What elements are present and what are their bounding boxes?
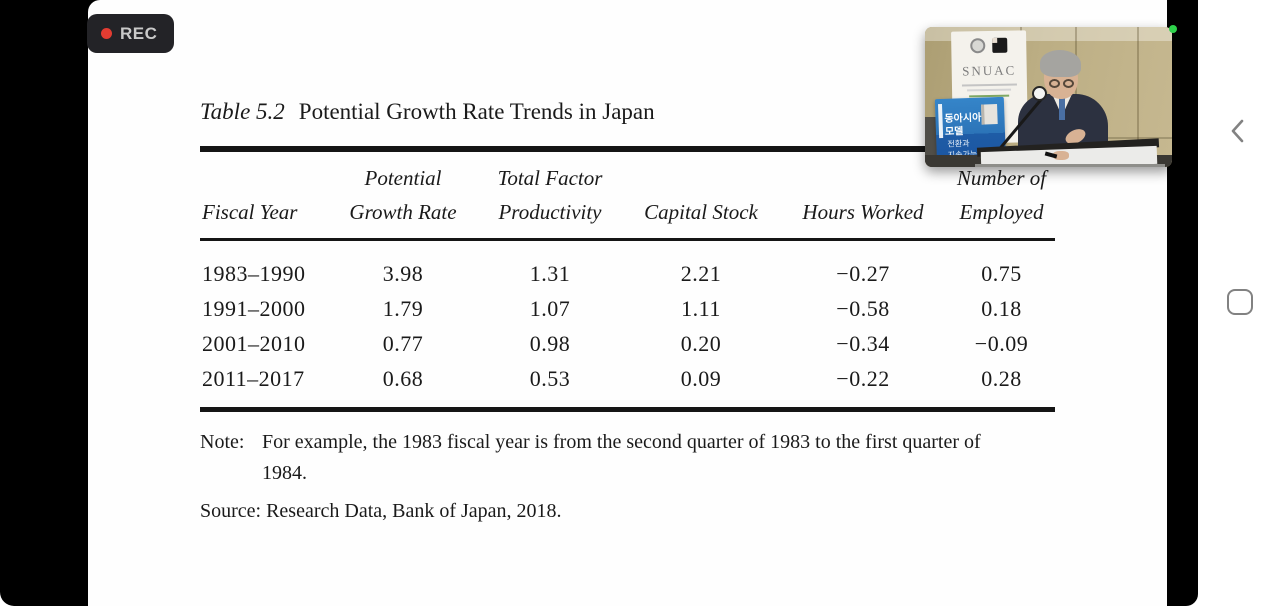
table-cell: 1.07 bbox=[529, 295, 571, 321]
table-cell: 2011–2017 bbox=[202, 365, 305, 391]
table-cell: −0.58 bbox=[836, 295, 890, 321]
table-bottom-rule bbox=[200, 407, 1055, 412]
table-cell: 1991–2000 bbox=[202, 295, 306, 321]
banner-title: SNUAC bbox=[962, 62, 1017, 79]
rec-label: REC bbox=[120, 23, 158, 43]
presenter-glasses bbox=[1063, 79, 1074, 88]
presenter-glasses bbox=[1049, 79, 1060, 88]
note-text-line2: 1984. bbox=[262, 462, 307, 484]
column-header: Growth Rate bbox=[349, 200, 457, 224]
book-subtitle-line: 전환과 bbox=[947, 139, 970, 149]
table-cell: 0.09 bbox=[680, 365, 722, 391]
wall-seam bbox=[1137, 27, 1139, 167]
presenter-video-pip[interactable]: SNUAC 동아시아 모델 전환과 지속가능성 bbox=[925, 27, 1172, 167]
recording-dot-icon bbox=[101, 28, 112, 39]
column-header: Productivity bbox=[498, 200, 602, 224]
table-cell: 0.28 bbox=[981, 365, 1022, 391]
column-header bbox=[200, 160, 330, 194]
table-cell: 3.98 bbox=[382, 260, 424, 286]
navigation-bar bbox=[1198, 0, 1280, 606]
wall-rail bbox=[1103, 137, 1172, 139]
table-cell: 1983–1990 bbox=[202, 260, 306, 286]
source-text: Source: Research Data, Bank of Japan, 20… bbox=[200, 500, 562, 522]
table-cell: −0.09 bbox=[974, 330, 1029, 356]
table-cell: 0.68 bbox=[382, 365, 424, 391]
camera-active-indicator bbox=[1169, 25, 1177, 33]
column-header: Employed bbox=[959, 200, 1044, 224]
table-cell: 0.18 bbox=[981, 295, 1022, 321]
home-button[interactable] bbox=[1227, 289, 1253, 315]
table-top-rule bbox=[200, 146, 1055, 152]
back-button[interactable] bbox=[1225, 118, 1251, 144]
university-seal-icon bbox=[970, 38, 986, 54]
column-header: Fiscal Year bbox=[202, 200, 298, 224]
presenter-hand bbox=[1053, 151, 1069, 160]
video-player-surface[interactable]: Table 5.2 Potential Growth Rate Trends in… bbox=[0, 0, 1198, 606]
podium-shadow bbox=[975, 164, 1165, 167]
table-cell: −0.27 bbox=[836, 260, 890, 286]
column-header bbox=[778, 160, 948, 194]
table-title-text: Potential Growth Rate Trends in Japan bbox=[298, 99, 655, 124]
banner-caption-line bbox=[961, 83, 1017, 87]
back-chevron-icon bbox=[1231, 119, 1244, 143]
column-header: Capital Stock bbox=[644, 200, 758, 224]
book-illustration bbox=[981, 104, 998, 125]
column-header: Number of bbox=[956, 166, 1047, 190]
presenter-hair bbox=[1040, 50, 1081, 77]
table-title: Table 5.2 Potential Growth Rate Trends in… bbox=[200, 99, 655, 125]
presenter-tie bbox=[1059, 96, 1065, 120]
column-header: Hours Worked bbox=[802, 200, 924, 224]
note-text-line1: For example, the 1983 fiscal year is fro… bbox=[262, 431, 981, 453]
table-cell: 0.77 bbox=[382, 330, 424, 356]
note-label: Note: bbox=[200, 431, 245, 453]
rec-badge: REC bbox=[87, 14, 175, 53]
book-spine bbox=[937, 103, 944, 139]
table-cell: 0.53 bbox=[529, 365, 571, 391]
banner-caption-line bbox=[967, 88, 1012, 92]
table-header-row: Potential Total Factor Number of Fiscal … bbox=[200, 160, 1055, 228]
table-cell: −0.34 bbox=[836, 330, 890, 356]
table-cell: 0.20 bbox=[680, 330, 722, 356]
table-number: Table 5.2 bbox=[200, 99, 285, 124]
table-cell: 0.75 bbox=[981, 260, 1022, 286]
microphone-windscreen bbox=[1032, 86, 1047, 101]
square-logo-icon bbox=[992, 37, 1008, 53]
table-cell: −0.22 bbox=[836, 365, 890, 391]
column-header bbox=[624, 160, 778, 194]
table-cell: 0.98 bbox=[529, 330, 571, 356]
table-cell: 1.79 bbox=[382, 295, 424, 321]
table-cell: 2.21 bbox=[680, 260, 722, 286]
book-title-line: 모델 bbox=[944, 126, 964, 138]
column-header: Total Factor bbox=[497, 166, 603, 190]
table-body: 1983–1990 3.98 1.31 2.21 −0.27 0.75 1991… bbox=[200, 256, 1055, 396]
table-header-rule bbox=[200, 238, 1055, 241]
column-header: Potential bbox=[364, 166, 442, 190]
table-cell: 1.31 bbox=[529, 260, 571, 286]
banner-logos bbox=[951, 37, 1026, 54]
table-cell: 1.11 bbox=[681, 295, 721, 321]
home-icon bbox=[1227, 289, 1253, 315]
table-cell: 2001–2010 bbox=[202, 330, 306, 356]
